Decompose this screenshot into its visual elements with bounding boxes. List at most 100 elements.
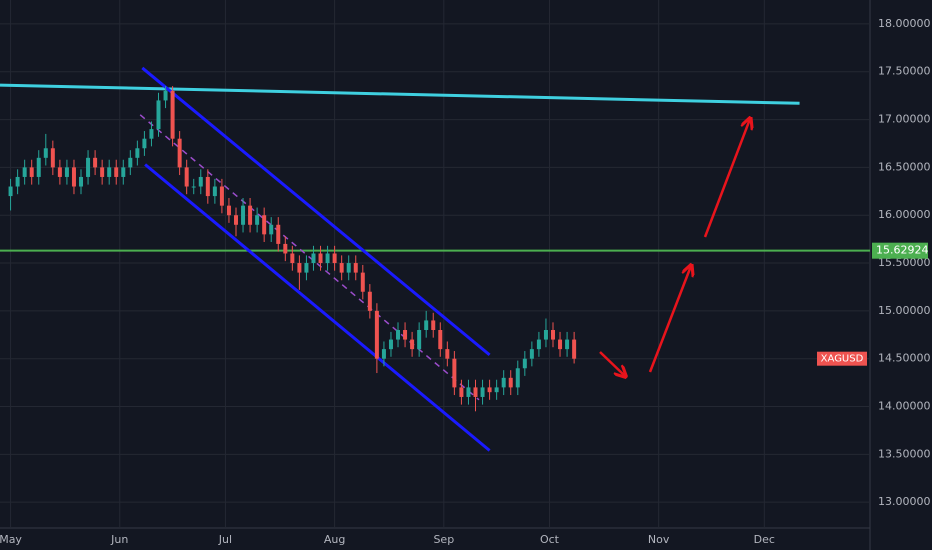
candle-body bbox=[353, 263, 358, 273]
candle-body bbox=[466, 387, 471, 397]
candle-body bbox=[212, 186, 217, 197]
candle-body bbox=[128, 157, 133, 168]
candle-body bbox=[8, 186, 13, 197]
candle-body bbox=[297, 263, 302, 273]
y-tick-label: 13.00000 bbox=[878, 495, 931, 508]
candle-body bbox=[241, 205, 246, 225]
x-tick-label: Oct bbox=[540, 533, 560, 546]
candle-body bbox=[86, 157, 91, 177]
candle-body bbox=[522, 358, 527, 369]
candle-body bbox=[71, 167, 76, 187]
arrows bbox=[599, 119, 750, 376]
candle-body bbox=[262, 215, 267, 235]
candle-body bbox=[191, 186, 196, 188]
candle-body bbox=[339, 263, 344, 273]
candle-body bbox=[431, 320, 436, 330]
candle-body bbox=[255, 215, 260, 225]
candle-body bbox=[15, 176, 20, 187]
candle-body bbox=[22, 167, 27, 177]
candle-body bbox=[487, 387, 492, 393]
candle-body bbox=[480, 387, 485, 397]
drawings bbox=[0, 66, 870, 452]
candle-body bbox=[558, 339, 563, 350]
candle-body bbox=[325, 253, 330, 264]
trendline bbox=[139, 114, 480, 401]
candle-body bbox=[396, 330, 401, 340]
y-tick-label: 14.50000 bbox=[878, 352, 931, 365]
candle-body bbox=[318, 253, 323, 264]
candle-body bbox=[536, 339, 541, 350]
candle-body bbox=[529, 349, 534, 359]
candle-body bbox=[550, 330, 555, 340]
candle-body bbox=[43, 148, 48, 158]
candle-body bbox=[142, 138, 147, 149]
candle-body bbox=[374, 310, 379, 359]
axes: 13.00000 13.50000 14.00000 14.50000 15.00000… bbox=[0, 17, 931, 546]
candle-body bbox=[388, 339, 393, 350]
candle-body bbox=[346, 263, 351, 273]
candles bbox=[8, 86, 577, 412]
candle-body bbox=[156, 100, 161, 130]
arrow bbox=[599, 351, 625, 376]
candle-body bbox=[311, 253, 316, 264]
candle-body bbox=[219, 186, 224, 206]
candle-body bbox=[93, 157, 98, 168]
candle-body bbox=[424, 320, 429, 330]
candle-body bbox=[572, 339, 577, 359]
level-label-box bbox=[872, 242, 928, 259]
candle-body bbox=[100, 167, 105, 177]
candle-body bbox=[135, 148, 140, 158]
candle-body bbox=[269, 224, 274, 235]
trendline bbox=[0, 83, 800, 105]
candle-body bbox=[205, 176, 210, 197]
trendline bbox=[144, 163, 491, 452]
candle-body bbox=[494, 387, 499, 393]
candle-body bbox=[459, 387, 464, 397]
candle-body bbox=[360, 272, 365, 292]
candle-body bbox=[290, 253, 295, 264]
candle-body bbox=[508, 377, 513, 388]
x-tick-label: Jul bbox=[218, 533, 232, 546]
candle-body bbox=[107, 167, 112, 177]
candle-body bbox=[565, 339, 570, 350]
arrow bbox=[703, 119, 750, 238]
candle-body bbox=[177, 138, 182, 168]
candle-body bbox=[198, 176, 203, 187]
candle-body bbox=[473, 387, 478, 397]
candle-body bbox=[50, 148, 55, 168]
candle-body bbox=[283, 243, 288, 254]
x-tick-label: May bbox=[0, 533, 22, 546]
level-label: 15.62924 bbox=[876, 244, 929, 257]
arrow bbox=[648, 266, 691, 373]
candle-body bbox=[184, 167, 189, 187]
candle-body bbox=[543, 330, 548, 340]
candle-body bbox=[445, 349, 450, 359]
candle-body bbox=[410, 339, 415, 350]
candle-body bbox=[233, 215, 238, 225]
y-tick-label: 16.50000 bbox=[878, 160, 931, 173]
candle-body bbox=[163, 90, 168, 101]
candle-body bbox=[515, 368, 520, 388]
candle-body bbox=[403, 330, 408, 340]
y-tick-label: 17.50000 bbox=[878, 65, 931, 78]
candle-body bbox=[248, 205, 253, 225]
x-tick-label: Sep bbox=[433, 533, 454, 546]
symbol-label: XAGUSD bbox=[821, 354, 864, 365]
x-tick-label: Dec bbox=[754, 533, 775, 546]
y-tick-label: 17.00000 bbox=[878, 113, 931, 126]
candle-body bbox=[452, 358, 457, 388]
candle-body bbox=[57, 167, 62, 177]
candle-body bbox=[114, 167, 119, 177]
symbol-label-box bbox=[817, 351, 867, 366]
candle-body bbox=[64, 167, 69, 177]
candle-body bbox=[304, 263, 309, 273]
x-tick-label: Nov bbox=[648, 533, 670, 546]
candle-body bbox=[36, 157, 41, 177]
candle-body bbox=[149, 129, 154, 139]
y-tick-label: 14.00000 bbox=[878, 400, 931, 413]
candle-body bbox=[226, 205, 231, 216]
y-tick-label: 13.50000 bbox=[878, 447, 931, 460]
candle-body bbox=[501, 377, 506, 388]
